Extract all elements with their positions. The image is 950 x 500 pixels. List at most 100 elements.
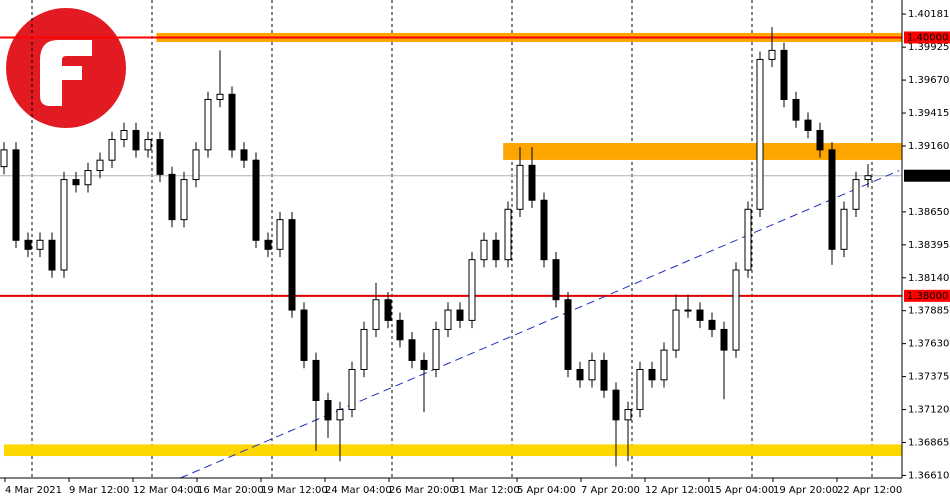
price-label: 1.38930 — [907, 171, 948, 182]
y-tick-label: 1.37120 — [908, 405, 949, 416]
candle-body — [480, 239, 488, 261]
y-tick-label: 1.40181 — [908, 9, 949, 20]
candle-body — [780, 49, 788, 100]
candle-body — [384, 299, 392, 321]
candle-body — [492, 239, 500, 261]
x-tick-label: 31 Mar 12:00 — [453, 485, 520, 496]
x-tick-label: 12 Mar 04:00 — [133, 485, 200, 496]
y-tick-label: 1.36610 — [908, 470, 949, 481]
candle-body — [60, 179, 68, 271]
candle-body — [360, 328, 368, 370]
y-tick-label: 1.39925 — [908, 42, 949, 53]
candle-body — [96, 159, 104, 172]
candle-body — [576, 368, 584, 381]
x-tick-label: 22 Apr 12:00 — [837, 485, 902, 496]
candle-body — [396, 319, 404, 341]
candle-body — [768, 49, 776, 60]
zone — [503, 143, 902, 160]
candle-body — [684, 309, 692, 312]
plot — [0, 27, 902, 479]
y-tick-label: 1.37630 — [908, 339, 949, 350]
candle-body — [156, 139, 164, 175]
candle-body — [120, 129, 128, 141]
candle-body — [516, 164, 524, 210]
candle-body — [744, 208, 752, 271]
candle-body — [36, 239, 44, 250]
candle-body — [108, 139, 116, 161]
candle-body — [708, 319, 716, 330]
candle-body — [84, 170, 92, 186]
candle-body — [228, 93, 236, 151]
candle-body — [252, 159, 260, 241]
zone — [4, 444, 902, 457]
candle-body — [792, 98, 800, 121]
candle-body — [72, 179, 80, 186]
candle-body — [168, 173, 176, 221]
candle-body — [804, 119, 812, 131]
candle-body — [588, 359, 596, 381]
candle-body — [348, 368, 356, 411]
price-label-box — [904, 31, 950, 44]
candle-body — [600, 359, 608, 391]
candle-body — [624, 409, 632, 421]
x-tick-label: 24 Mar 04:00 — [325, 485, 392, 496]
candle-body — [276, 219, 284, 250]
candle-body — [828, 149, 836, 250]
x-tick-label: 7 Apr 20:00 — [581, 485, 640, 496]
candle-body — [264, 239, 272, 250]
y-tick-label: 1.37375 — [908, 372, 949, 383]
candle-body — [336, 409, 344, 421]
candle-body — [180, 179, 188, 221]
candle-body — [444, 309, 452, 330]
candle-body — [12, 149, 20, 241]
candle-body — [612, 389, 620, 421]
price-label: 1.40000 — [907, 32, 948, 43]
candle-body — [408, 339, 416, 361]
candle-body — [648, 368, 656, 381]
x-tick-label: 15 Apr 04:00 — [709, 485, 774, 496]
y-tick-label: 1.38395 — [908, 240, 949, 251]
candle-body — [144, 139, 152, 151]
candle-body — [432, 328, 440, 370]
candle-body — [312, 359, 320, 401]
candle-body — [660, 349, 668, 381]
x-tick-label: 16 Mar 20:00 — [197, 485, 264, 496]
candle-body — [672, 309, 680, 351]
candle-body — [852, 179, 860, 210]
candle-body — [720, 328, 728, 351]
y-tick-label: 1.36865 — [908, 437, 949, 448]
candle-body — [504, 208, 512, 261]
x-tick-label: 9 Mar 12:00 — [69, 485, 129, 496]
x-tick-label: 19 Mar 12:00 — [261, 485, 328, 496]
y-tick-label: 1.39670 — [908, 75, 949, 86]
candle-body — [696, 309, 704, 321]
candle-body — [864, 175, 872, 181]
candle-body — [540, 199, 548, 261]
candle-body — [132, 129, 140, 151]
y-tick-label: 1.39415 — [908, 108, 949, 119]
price-label-box — [904, 289, 950, 302]
candle-body — [552, 259, 560, 301]
candle-body — [324, 399, 332, 421]
candle-body — [0, 149, 8, 168]
candle-body — [816, 129, 824, 151]
grid — [31, 0, 873, 478]
y-tick-label: 1.38140 — [908, 273, 949, 284]
candle-body — [636, 368, 644, 411]
candle-body — [372, 299, 380, 330]
x-tick-label: 4 Mar 2021 — [5, 485, 62, 496]
candle-body — [468, 259, 476, 321]
candle-body — [456, 309, 464, 321]
y-tick-label: 1.37885 — [908, 306, 949, 317]
price-label: 1.38000 — [907, 291, 948, 302]
axis-labels: 1.40181 1.39925 1.39670 1.39415 1.39160 1.386… — [4, 9, 950, 496]
candle-body — [840, 208, 848, 250]
logo — [6, 8, 126, 128]
candle-body — [756, 58, 764, 210]
candle-body — [24, 239, 32, 250]
candle-body — [564, 299, 572, 370]
candle-body — [204, 98, 212, 151]
x-tick-label: 12 Apr 12:00 — [645, 485, 710, 496]
x-tick-label: 5 Apr 04:00 — [517, 485, 576, 496]
